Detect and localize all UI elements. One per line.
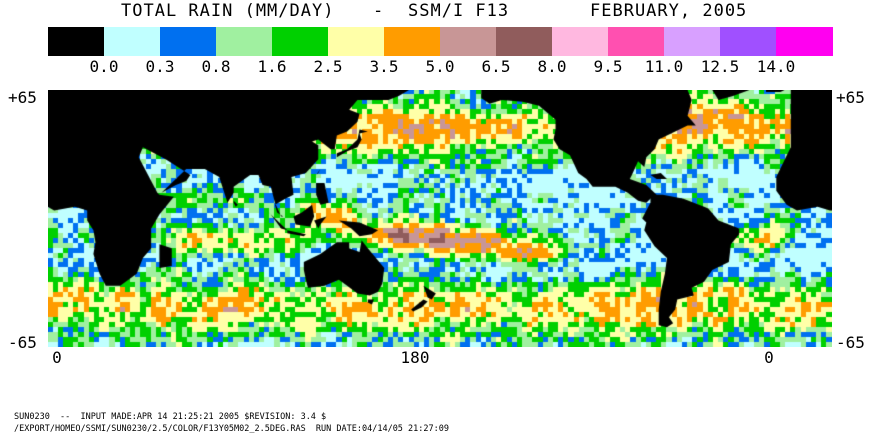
legend-swatch <box>48 27 105 56</box>
legend-tick-label: 6.5 <box>481 57 511 76</box>
legend-tick-label: 2.5 <box>313 57 343 76</box>
legend-swatch <box>328 27 385 56</box>
legend-swatch <box>720 27 777 56</box>
lat-label-top-right: +65 <box>836 88 865 107</box>
legend-tick-label: 14.0 <box>756 57 796 76</box>
legend-tick-label: 12.5 <box>700 57 740 76</box>
legend-tick-label: 9.5 <box>593 57 623 76</box>
legend-swatch <box>496 27 553 56</box>
legend-tick-label: 11.0 <box>644 57 684 76</box>
legend-swatch <box>440 27 497 56</box>
legend-tick-label: 0.3 <box>145 57 175 76</box>
legend-tick-label: 0.8 <box>201 57 231 76</box>
legend-swatch <box>272 27 329 56</box>
color-legend <box>48 27 833 56</box>
legend-swatch <box>104 27 161 56</box>
footer-line-1: SUN0230 -- INPUT MADE:APR 14 21:25:21 20… <box>14 412 327 422</box>
lat-label-top-left: +65 <box>8 88 37 107</box>
instrument-label: SSM/I F13 <box>408 1 510 21</box>
legend-tick-label: 1.6 <box>257 57 287 76</box>
legend-swatch <box>608 27 665 56</box>
title-separator: - <box>373 1 385 21</box>
legend-tick-label: 0.0 <box>89 57 119 76</box>
lon-label-0-west: 0 <box>52 348 62 367</box>
footer-line-2: /EXPORT/HOMEO/SSMI/SUN0230/2.5/COLOR/F13… <box>14 424 449 434</box>
legend-tick-label: 5.0 <box>425 57 455 76</box>
lat-label-bottom-right: -65 <box>836 333 865 352</box>
legend-swatch <box>552 27 609 56</box>
rain-map <box>48 90 832 347</box>
legend-swatch <box>384 27 441 56</box>
legend-tick-label: 8.0 <box>537 57 567 76</box>
legend-tick-label: 3.5 <box>369 57 399 76</box>
title-bar: TOTAL RAIN (MM/DAY) - SSM/I F13 FEBRUARY… <box>0 0 880 22</box>
legend-swatch <box>160 27 217 56</box>
map-title: TOTAL RAIN (MM/DAY) <box>121 1 335 21</box>
legend-swatch <box>776 27 833 56</box>
lon-label-180: 180 <box>400 348 430 367</box>
legend-tick-labels: 0.0 0.3 0.8 1.6 2.5 3.5 5.0 6.5 8.0 9.5 11.0 12.5 14… <box>0 58 880 78</box>
legend-swatch <box>216 27 273 56</box>
lon-label-0-east: 0 <box>764 348 774 367</box>
legend-swatch <box>664 27 721 56</box>
period-label: FEBRUARY, 2005 <box>590 1 748 21</box>
lat-label-bottom-left: -65 <box>8 333 37 352</box>
